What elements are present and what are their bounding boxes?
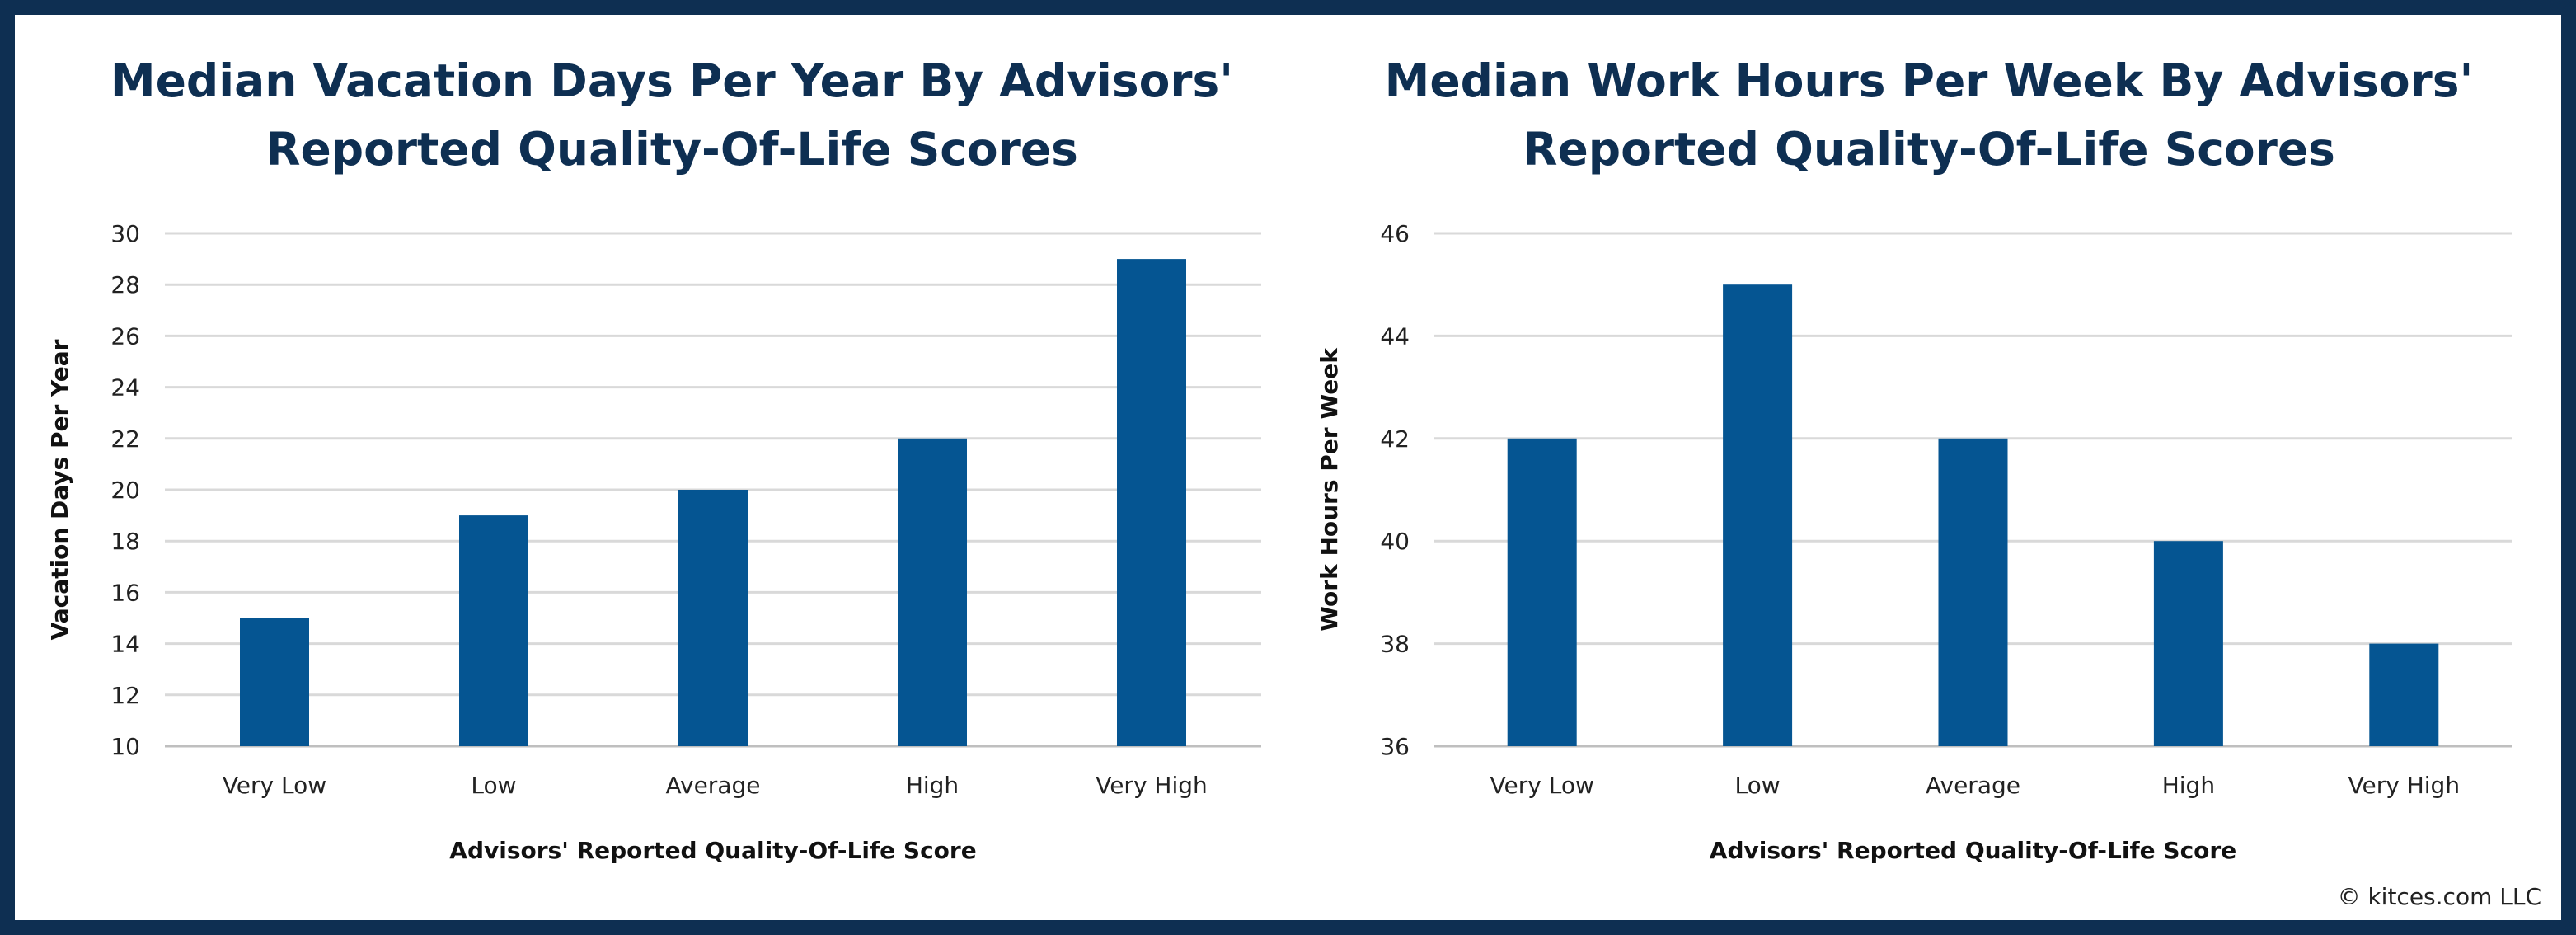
x-tick-label: Very High [2348,772,2461,799]
y-tick-label: 36 [1380,733,1410,760]
bar [2153,541,2223,746]
chart-title-line: Median Vacation Days Per Year By Advisor… [110,54,1233,107]
y-tick-label: 28 [110,271,140,298]
bar [898,438,967,746]
bar [1938,438,2008,746]
vacation-days-chart: Median Vacation Days Per Year By Advisor… [46,54,1261,864]
y-tick-label: 12 [110,682,140,709]
y-axis-title: Vacation Days Per Year [46,339,73,640]
x-tick-label: High [906,772,959,799]
y-tick-label: 14 [110,631,140,658]
x-tick-label: Average [1926,772,2020,799]
y-tick-label: 42 [1380,425,1410,453]
copyright-text: © kitces.com LLC [2337,883,2541,910]
y-tick-label: 40 [1380,528,1410,555]
bar [1507,438,1577,746]
x-tick-label: Average [666,772,761,799]
x-tick-label: Very Low [223,772,326,799]
y-tick-label: 10 [110,733,140,760]
bar [1723,284,1793,746]
x-tick-label: Low [1735,772,1781,799]
bar [678,490,748,746]
chart-title-line: Reported Quality-Of-Life Scores [265,123,1078,176]
x-tick-label: Very High [1096,772,1208,799]
y-tick-label: 30 [110,220,140,247]
y-tick-label: 46 [1380,220,1410,247]
y-tick-label: 24 [110,374,140,402]
y-tick-label: 38 [1380,631,1410,658]
bar [1117,259,1186,747]
y-tick-label: 18 [110,528,140,555]
y-tick-label: 22 [110,425,140,453]
y-tick-label: 44 [1380,322,1410,350]
work-hours-chart: Median Work Hours Per Week By Advisors' R… [1316,54,2512,864]
bar [240,618,309,746]
bar [459,515,528,746]
chart-title-line: Median Work Hours Per Week By Advisors' [1385,54,2474,107]
y-tick-label: 16 [110,579,140,606]
x-tick-label: Very Low [1490,772,1594,799]
chart-title-line: Reported Quality-Of-Life Scores [1523,123,2335,176]
x-axis-title: Advisors' Reported Quality-Of-Life Score [1710,837,2236,864]
x-tick-label: High [2162,772,2215,799]
y-tick-label: 26 [110,322,140,350]
x-tick-label: Low [471,772,516,799]
y-axis-title: Work Hours Per Week [1316,347,1343,632]
x-axis-title: Advisors' Reported Quality-Of-Life Score [449,837,976,864]
bar [2369,643,2439,746]
y-tick-label: 20 [110,477,140,504]
